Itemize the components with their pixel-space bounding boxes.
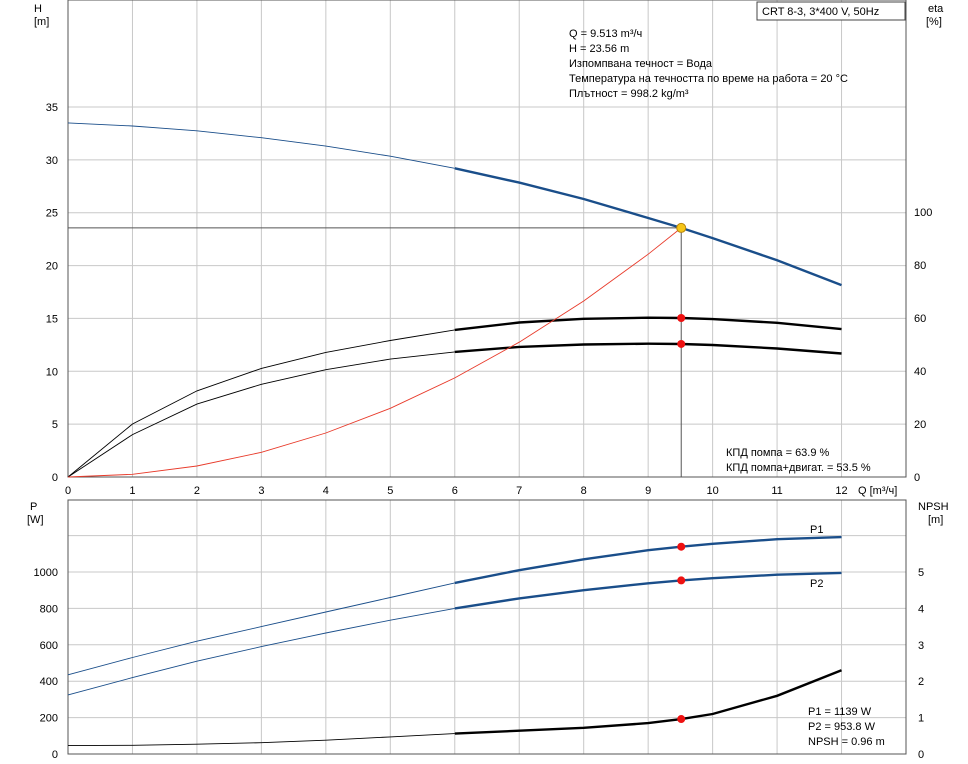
npsh-curve-thin xyxy=(67,733,455,747)
p-tick-label: 600 xyxy=(40,640,58,652)
eta-tick-label: 80 xyxy=(914,260,926,272)
h-tick-label: 30 xyxy=(46,155,58,167)
npsh-tick-label: 5 xyxy=(918,567,924,579)
h-curve-thin xyxy=(67,122,455,169)
x-tick-label: 11 xyxy=(771,485,782,497)
eta-tick-label: 100 xyxy=(914,207,932,219)
p1-curve-bold xyxy=(454,535,842,585)
eta-tick-label: 40 xyxy=(914,366,926,378)
p1-point xyxy=(677,542,686,551)
npsh-tick-label: 3 xyxy=(918,640,924,652)
x-tick-label: 5 xyxy=(387,485,393,497)
eta-pump-point xyxy=(677,314,686,322)
p-tick-label: 200 xyxy=(40,713,58,725)
p-tick-label: 0 xyxy=(52,749,58,761)
h-curve-bold xyxy=(454,167,842,287)
h-tick-label: 20 xyxy=(46,261,58,273)
npsh-tick-label: 0 xyxy=(918,749,924,761)
eta-pump-curve-thin xyxy=(67,329,455,478)
h-tick-label: 25 xyxy=(46,208,58,220)
info-npsh: NPSH = 0.96 m xyxy=(808,736,885,748)
top-plot-frame xyxy=(67,0,907,478)
h-tick-label: 10 xyxy=(46,366,58,378)
info-eta-total: КПД помпа+двигат. = 53.5 % xyxy=(726,462,871,474)
eta-tick-label: 0 xyxy=(914,472,920,484)
eta-total-curve-thin xyxy=(67,351,455,478)
info-q: Q = 9.513 m³/ч xyxy=(569,28,642,40)
npsh-tick-label: 1 xyxy=(918,713,924,725)
info-temperature: Температура на течността по време на раб… xyxy=(569,73,848,85)
x-tick-label: 2 xyxy=(194,485,200,497)
eta-total-point xyxy=(677,339,686,348)
title-box-text: CRT 8-3, 3*400 V, 50Hz xyxy=(762,6,879,18)
top-right-axis-label-1: eta xyxy=(928,3,944,15)
npsh-curve-bold xyxy=(454,669,842,735)
x-tick-label: 8 xyxy=(581,485,587,497)
bottom-right-axis-label-1: NPSH xyxy=(918,501,949,513)
p-tick-label: 800 xyxy=(40,603,58,615)
info-eta-pump: КПД помпа = 63.9 % xyxy=(726,447,830,459)
x-tick-label: 0 xyxy=(65,485,71,497)
p2-curve-thin xyxy=(67,607,455,696)
title-box xyxy=(756,1,906,21)
grid-layer xyxy=(67,0,907,755)
npsh-point xyxy=(677,715,686,724)
bottom-plot-frame xyxy=(67,499,907,755)
x-axis-label: Q [m³/ч] xyxy=(858,485,897,497)
info-liquid: Изпомпвана течност = Вода xyxy=(569,58,713,70)
bottom-right-axis-label-2: [m] xyxy=(928,514,943,526)
info-density: Плътност = 998.2 kg/m³ xyxy=(569,88,689,100)
x-tick-label: 1 xyxy=(129,485,135,497)
h-tick-label: 5 xyxy=(52,419,58,431)
top-right-axis-label-2: [%] xyxy=(926,16,942,28)
eta-pump-curve-bold xyxy=(454,316,842,332)
info-p2: P2 = 953.8 W xyxy=(808,721,876,733)
x-tick-label: 9 xyxy=(645,485,651,497)
x-tick-label: 4 xyxy=(323,485,329,497)
duty-point xyxy=(676,222,687,233)
series-label-p1: P1 xyxy=(810,524,823,536)
p2-curve-bold xyxy=(454,571,842,610)
series-label-p2: P2 xyxy=(810,578,823,590)
tick-layer: 0 1 2 3 4 5 6 7 8 9 10 11 12051015202530350204060801… xyxy=(34,102,933,761)
eta-tick-label: 20 xyxy=(914,419,926,431)
top-left-axis-label-2: [m] xyxy=(34,16,49,28)
x-tick-label: 3 xyxy=(258,485,264,497)
x-tick-label: 12 xyxy=(835,485,847,497)
p-tick-label: 1000 xyxy=(34,567,58,579)
curve-layer xyxy=(67,122,842,747)
p1-curve-thin xyxy=(67,582,455,676)
npsh-tick-label: 4 xyxy=(918,603,924,615)
x-tick-label: 7 xyxy=(516,485,522,497)
h-tick-label: 15 xyxy=(46,313,58,325)
x-tick-label: 6 xyxy=(452,485,458,497)
npsh-tick-label: 2 xyxy=(918,676,924,688)
bottom-left-axis-label-2: [W] xyxy=(27,514,44,526)
eta-total-curve-bold xyxy=(454,342,842,355)
x-tick-label: 10 xyxy=(706,485,718,497)
info-p1: P1 = 1139 W xyxy=(808,706,872,718)
h-tick-label: 35 xyxy=(46,102,58,114)
p-tick-label: 400 xyxy=(40,676,58,688)
eta-tick-label: 60 xyxy=(914,313,926,325)
bottom-left-axis-label-1: P xyxy=(30,501,37,513)
top-left-axis-label-1: H xyxy=(34,3,42,15)
system-curve xyxy=(67,227,682,478)
h-tick-label: 0 xyxy=(52,472,58,484)
info-h: H = 23.56 m xyxy=(569,43,629,55)
p2-point xyxy=(677,576,686,585)
